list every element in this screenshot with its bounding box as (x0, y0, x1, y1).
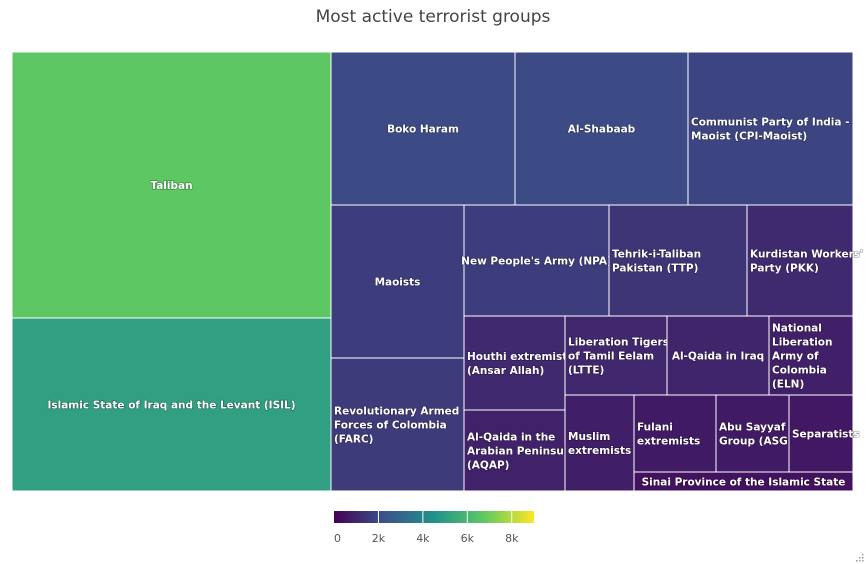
treemap-tile-label: Maoists (375, 277, 421, 289)
treemap-tile-label: Fulani extremists (637, 422, 700, 448)
treemap-tile-label: New People's Army (NPA) (461, 256, 612, 268)
treemap-tile-label: Al-Shabaab (568, 124, 636, 136)
treemap-tile-label: Al-Qaida in Iraq (672, 351, 764, 363)
treemap-tile-label: Boko Haram (387, 124, 459, 136)
treemap-tile-label: Muslim extremists (568, 431, 631, 457)
treemap-tile[interactable] (514, 51, 689, 206)
treemap-tile[interactable] (608, 204, 748, 317)
resize-grip-icon[interactable] (854, 552, 864, 562)
treemap-tile-label: Al-Qaida in the Arabian Peninsula (AQAP) (467, 432, 575, 472)
treemap-tile[interactable] (330, 204, 465, 359)
colorbar-tick-label: 6k (461, 532, 475, 545)
treemap-tile-label: Communist Party of India -Maoist (CPI-Ma… (691, 117, 850, 143)
treemap-tile-label: Islamic State of Iraq and the Levant (IS… (47, 400, 295, 412)
treemap-tile-label: Houthi extremists (Ansar Allah) (467, 351, 574, 377)
chart-title: Most active terrorist groups (315, 7, 551, 27)
treemap-tile-label: Kurdistan Workers' Party (PKK) (750, 249, 863, 275)
treemap-tile[interactable] (633, 394, 717, 473)
colorbar-tick-label: 0 (334, 532, 341, 545)
treemap-tile-label: Liberation Tigers of Tamil Eelam (LTTE) (568, 337, 669, 377)
treemap-tile[interactable] (463, 315, 566, 411)
treemap-tile[interactable] (564, 394, 635, 492)
colorbar-gradient (334, 511, 534, 523)
treemap-tile-label: Tehrik-i-Taliban Pakistan (TTP) (612, 249, 701, 275)
treemap-tile[interactable] (11, 317, 332, 492)
treemap-tile[interactable] (746, 204, 854, 317)
treemap-tile-label: Revolutionary Armed Forces of Colombia (FA… (334, 406, 459, 446)
treemap-tile[interactable] (564, 315, 668, 396)
treemap-tile-label: Taliban (150, 180, 192, 192)
treemap-tile-label: Separatists (792, 429, 860, 441)
treemap-tile[interactable] (715, 394, 790, 473)
treemap-tile-label: Abu Sayyaf Group (ASG) (719, 422, 793, 448)
treemap-tile-label: Sinai Province of the Islamic State (642, 477, 846, 489)
treemap-tiles: Taliban Islamic State of Iraq and the Lev… (11, 51, 864, 492)
treemap-tile[interactable] (687, 51, 854, 206)
treemap-tile[interactable] (788, 394, 854, 473)
colorbar-tick-label: 8k (505, 532, 519, 545)
colorbar: 0 2k 4k 6k 8k (334, 511, 534, 545)
treemap-tile[interactable] (633, 471, 854, 492)
colorbar-tick-label: 4k (416, 532, 430, 545)
treemap-tile[interactable] (330, 357, 465, 492)
treemap-tile-label: National Liberation Army of Colombia (ELN) (772, 323, 833, 391)
colorbar-tick-label: 2k (372, 532, 386, 545)
treemap-tile[interactable] (768, 315, 854, 396)
treemap-tile[interactable] (463, 204, 610, 317)
treemap-tile[interactable] (666, 315, 770, 396)
